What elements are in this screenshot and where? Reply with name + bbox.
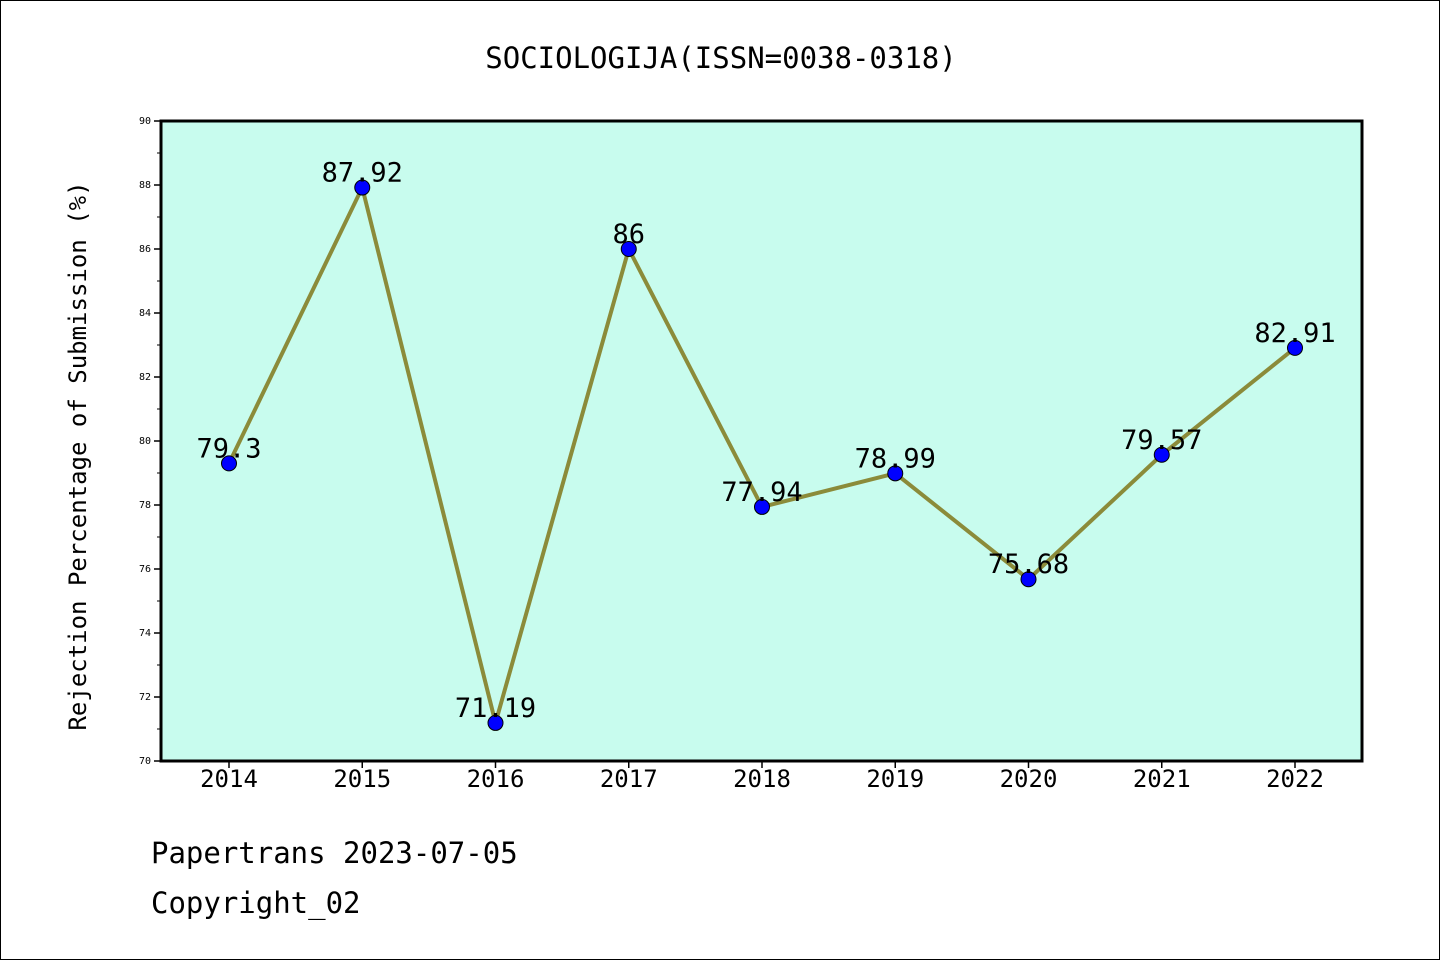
x-axis: 2014 2015 2016 2017 2018 2019 2020 2021 2022: [200, 761, 1324, 793]
y-tick-label-78: 78: [139, 500, 151, 511]
y-axis: 70 72 74 76 78 80 82 84 86 88 90: [139, 116, 161, 767]
data-label-2017: 86: [612, 219, 645, 250]
data-point-2022: [1287, 339, 1303, 356]
y-tick-label-82: 82: [139, 372, 151, 383]
data-label-2016: 71.19: [455, 693, 536, 724]
data-label-2015: 87.92: [322, 158, 403, 189]
y-tick-label-84: 84: [139, 308, 151, 319]
data-label-2019: 78.99: [855, 443, 936, 474]
y-tick-label-72: 72: [139, 692, 151, 703]
data-label-2020: 75.68: [988, 549, 1069, 580]
y-tick-label-90: 90: [139, 116, 151, 127]
data-point-2018: [754, 498, 770, 515]
data-point-2019: [887, 465, 904, 482]
y-tick-label-76: 76: [139, 564, 151, 575]
x-tick-label-2015: 2015: [333, 765, 391, 793]
data-label-2022: 82.91: [1254, 318, 1335, 349]
data-point-2017: [620, 241, 637, 257]
data-point-2016: [487, 714, 504, 731]
plot-area: [159, 119, 1364, 763]
x-tick-label-2018: 2018: [733, 765, 791, 793]
x-tick-label-2016: 2016: [467, 765, 525, 793]
data-label-2018: 77.94: [721, 477, 802, 508]
y-tick-label-86: 86: [139, 244, 151, 255]
data-point-2014: [221, 455, 237, 472]
x-tick-label-2022: 2022: [1266, 765, 1324, 793]
y-tick-label-70: 70: [139, 756, 151, 767]
footer-source: Papertrans 2023-07-05: [151, 836, 518, 870]
data-series: 79.3 87.92 71.19 86 77.94 78.99 75.68 79.57 82.9…: [196, 158, 1336, 731]
data-label-2014: 79.3: [196, 433, 261, 464]
y-axis-label: Rejection Percentage of Submission (%): [64, 181, 92, 730]
y-tick-label-74: 74: [139, 628, 151, 639]
data-point-2015: [354, 179, 371, 196]
y-tick-label-80: 80: [139, 436, 151, 447]
data-label-2021: 79.57: [1121, 425, 1202, 456]
x-tick-label-2017: 2017: [600, 765, 658, 793]
data-point-2021: [1153, 446, 1170, 463]
data-point-2020: [1020, 571, 1037, 588]
x-tick-label-2021: 2021: [1133, 765, 1191, 793]
x-tick-label-2020: 2020: [1000, 765, 1058, 793]
y-tick-label-88: 88: [139, 180, 151, 191]
footer-copyright: Copyright_02: [151, 886, 361, 920]
x-tick-label-2014: 2014: [200, 765, 258, 793]
chart-title: SOCIOLOGIJA(ISSN=0038-0318): [485, 41, 956, 75]
x-tick-label-2019: 2019: [866, 765, 924, 793]
